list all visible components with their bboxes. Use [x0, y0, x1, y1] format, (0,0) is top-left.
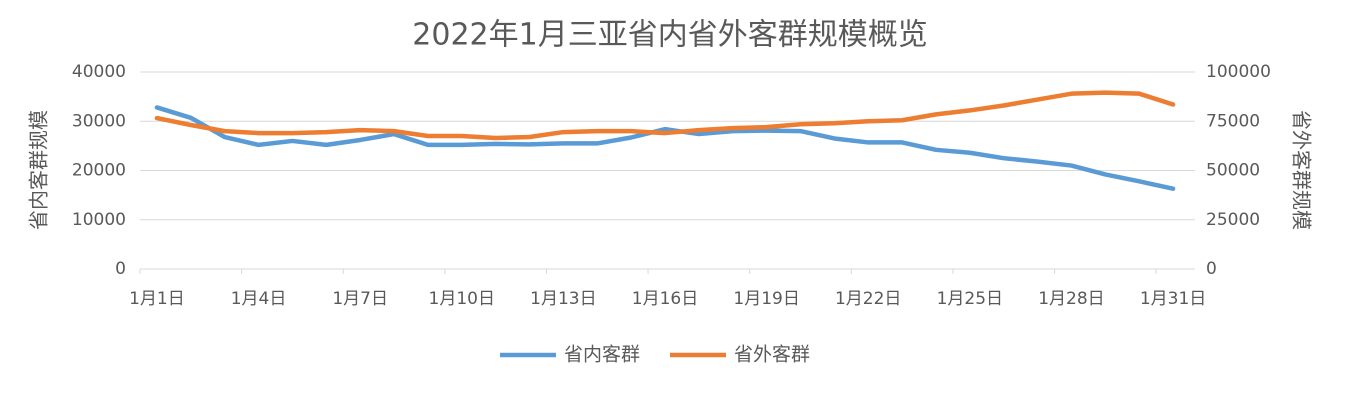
- x-tick-label: 1月13日: [530, 289, 596, 309]
- legend-label: 省内客群: [564, 344, 640, 366]
- x-tick-label: 1月7日: [332, 289, 388, 309]
- y-axis-label: 省内客群规模: [27, 110, 51, 230]
- y2-tick-label: 50000: [1206, 161, 1260, 181]
- chart-title: 2022年1月三亚省内省外客群规模概览: [412, 18, 927, 53]
- x-tick-label: 1月4日: [231, 289, 287, 309]
- x-tick-label: 1月19日: [733, 289, 799, 309]
- y2-axis-label: 省外客群规模: [1290, 110, 1314, 230]
- x-tick-label: 1月22日: [835, 289, 901, 309]
- y-tick-label: 10000: [72, 210, 126, 230]
- y2-tick-label: 75000: [1206, 111, 1260, 131]
- y-tick-label: 30000: [72, 111, 126, 131]
- y-tick-label: 40000: [72, 62, 126, 82]
- x-tick-label: 1月10日: [429, 289, 495, 309]
- series-line: [154, 105, 1176, 191]
- series-line: [154, 90, 1176, 141]
- x-tick-label: 1月31日: [1140, 289, 1206, 309]
- x-tick-label: 1月28日: [1038, 289, 1104, 309]
- y2-tick-label: 0: [1206, 259, 1217, 279]
- y-tick-label: 20000: [72, 161, 126, 181]
- x-tick-label: 1月1日: [129, 289, 185, 309]
- y-tick-label: 0: [115, 259, 126, 279]
- x-tick-label: 1月16日: [632, 289, 698, 309]
- x-tick-label: 1月25日: [937, 289, 1003, 309]
- legend-label: 省外客群: [734, 344, 810, 366]
- y2-tick-label: 100000: [1206, 62, 1271, 82]
- y2-tick-label: 25000: [1206, 210, 1260, 230]
